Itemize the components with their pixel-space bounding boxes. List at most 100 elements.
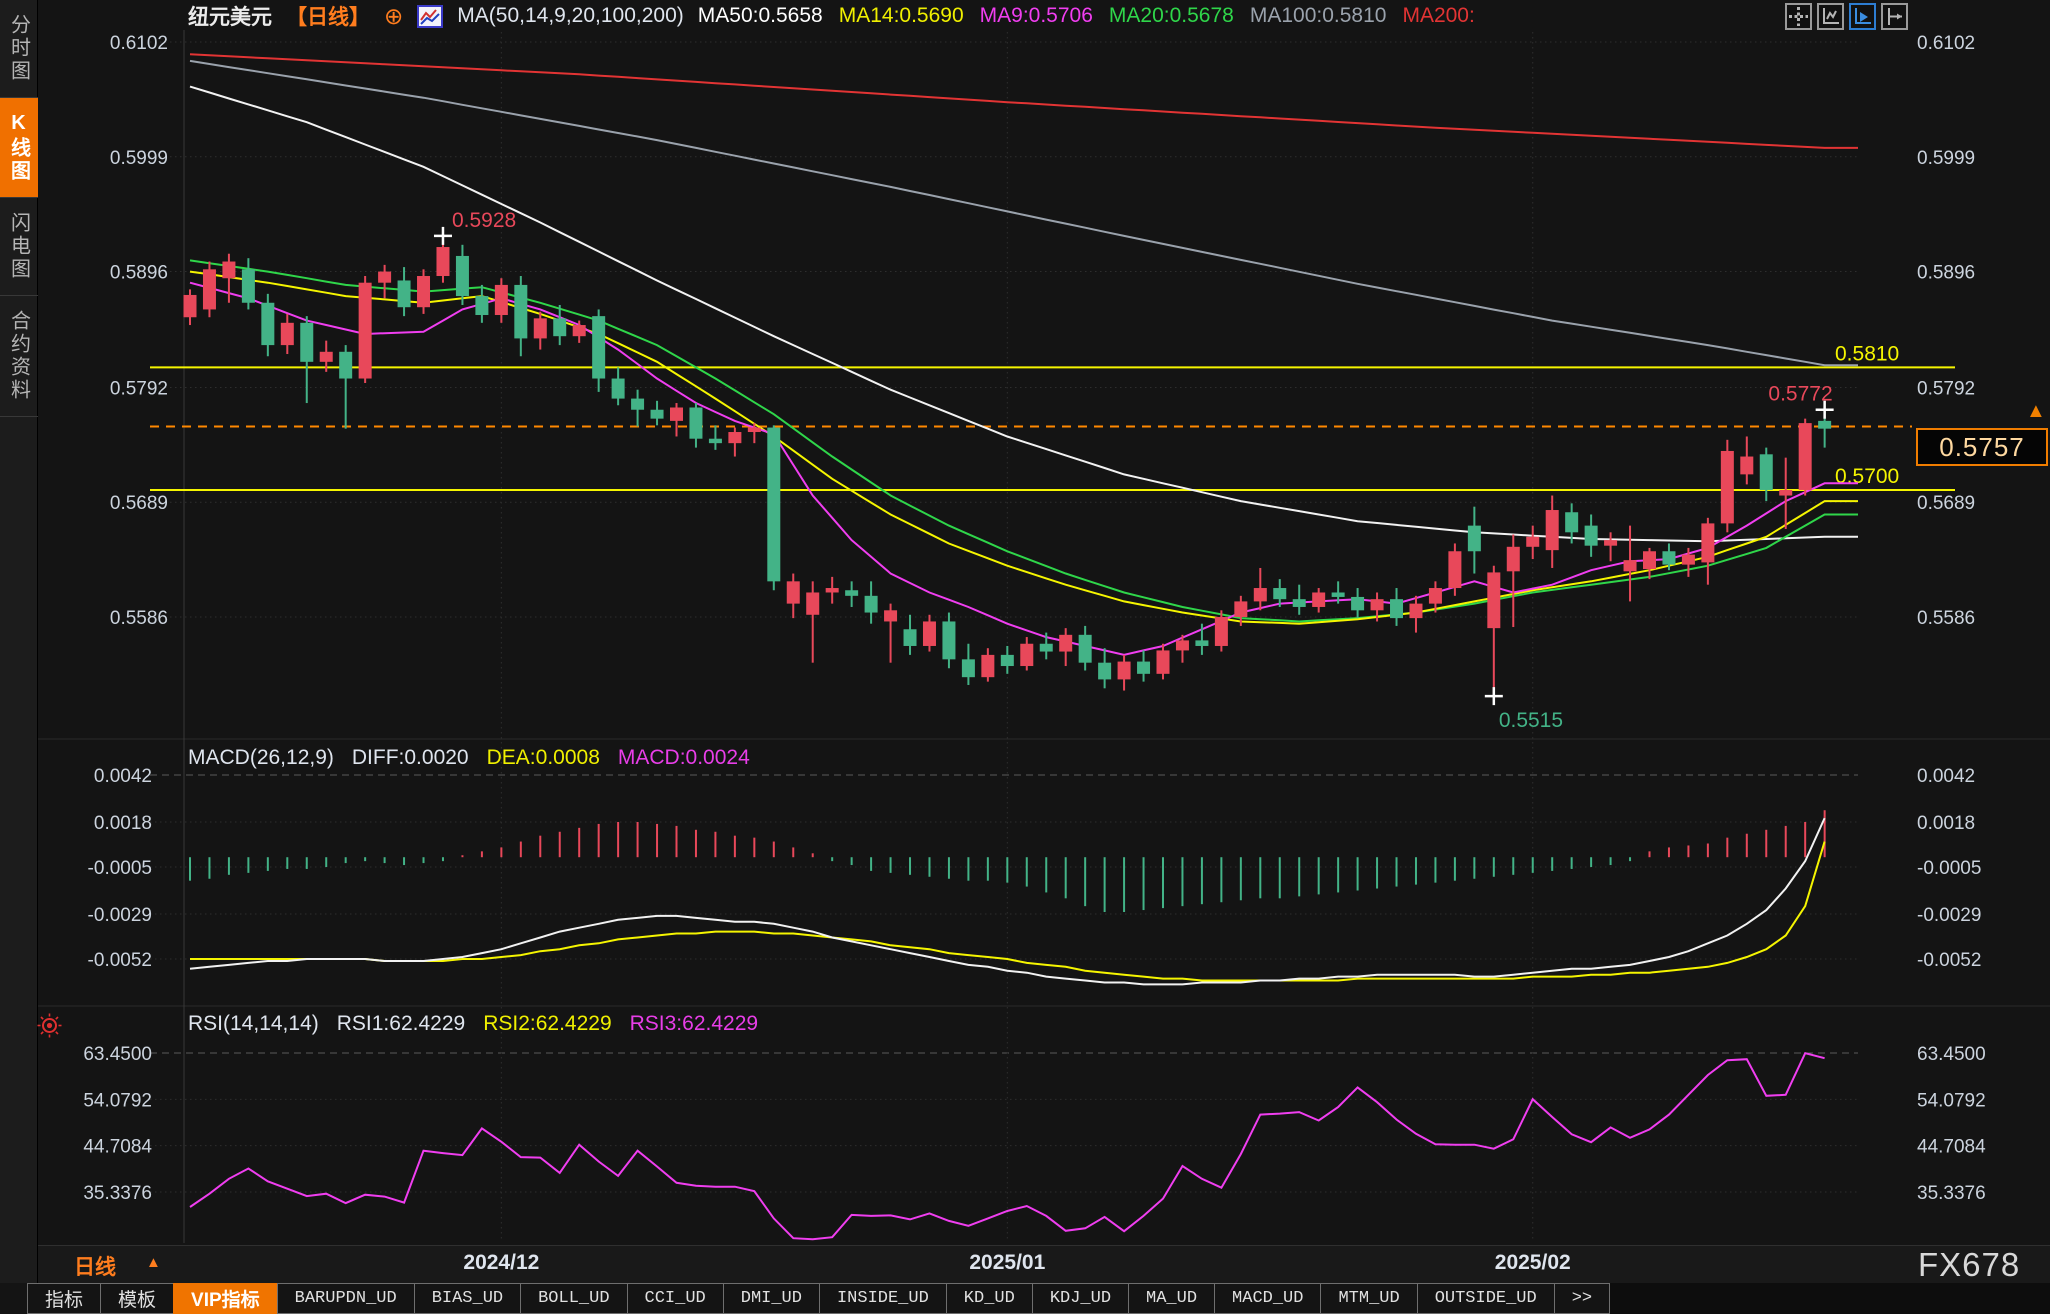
watermark: FX678 [1918, 1246, 2021, 1283]
date-tick-1: 2025/01 [969, 1251, 1046, 1274]
ma14-value: MA14:0.5690 [838, 4, 964, 27]
grid-layer [38, 30, 2050, 1243]
chart-canvas[interactable]: 0.6102 0.6102 0.5999 0.5999 0.5896 0.5896 0.57… [0, 0, 2050, 1245]
macd-diff-value: DIFF:0.0020 [351, 746, 469, 769]
svg-text:44.7084: 44.7084 [83, 1137, 152, 1158]
date-tick-2: 2025/02 [1494, 1251, 1571, 1274]
ma50-line [189, 85, 1858, 543]
rsi3-value: RSI3:62.4229 [629, 1012, 759, 1035]
rsi-layer [189, 1052, 1825, 1241]
indicator-tab-6[interactable]: CCI_UD [626, 1283, 724, 1314]
sidebar-item-1[interactable]: K线图 [0, 98, 38, 198]
chart-toolbar-icons [1785, 3, 1908, 30]
svg-text:0.5896: 0.5896 [110, 263, 168, 284]
indicator-tab-3[interactable]: BARUPDN_UD [276, 1283, 415, 1314]
svg-text:0.5928: 0.5928 [452, 209, 516, 232]
date-tick-0: 2024/12 [463, 1251, 540, 1274]
rsi-title: RSI(14,14,14) [188, 1012, 319, 1035]
axis-shift-icon[interactable] [1881, 3, 1908, 30]
svg-text:0.5896: 0.5896 [1917, 263, 1975, 284]
ma9-line [189, 281, 1858, 656]
indicator-tab-11[interactable]: MA_UD [1128, 1283, 1216, 1314]
macd-layer [189, 810, 1826, 986]
indicator-tab-14[interactable]: OUTSIDE_UD [1416, 1283, 1555, 1314]
ma200-line [189, 53, 1858, 149]
axis-labels: 0.6102 0.6102 0.5999 0.5999 0.5896 0.5896 0.57… [83, 33, 1986, 1204]
current-price-box: 0.5757 [1916, 428, 2048, 466]
macd-macd-value: MACD:0.0024 [617, 746, 750, 769]
svg-text:54.0792: 54.0792 [1917, 1090, 1986, 1111]
rsi1-value: RSI1:62.4229 [336, 1012, 466, 1035]
svg-text:35.3376: 35.3376 [1917, 1183, 1986, 1204]
indicator-tab-13[interactable]: MTM_UD [1320, 1283, 1418, 1314]
ma-settings-label: MA(50,14,9,20,100,200) [457, 4, 684, 27]
sidebar-item-0[interactable]: 分时图 [0, 0, 38, 98]
rsi-label-row: RSI(14,14,14) RSI1:62.4229 RSI2:62.4229 … [188, 1012, 758, 1036]
add-indicator-icon[interactable]: ⊕ [384, 2, 404, 29]
ma100-line [189, 59, 1858, 367]
markers-layer: 0.5928 0.5515 0.5772 [433, 209, 1834, 732]
svg-text:63.4500: 63.4500 [1917, 1044, 1986, 1065]
svg-text:0.5700: 0.5700 [1835, 465, 1899, 488]
timeframe-up-triangle-icon[interactable]: ▲ [146, 1254, 161, 1271]
indicator-tab-7[interactable]: DMI_UD [722, 1283, 820, 1314]
indicator-tab-8[interactable]: INSIDE_UD [818, 1283, 947, 1314]
ma9-value: MA9:0.5706 [979, 4, 1093, 27]
pan-crosshair-icon[interactable] [1785, 3, 1812, 30]
current-price-value: 0.5757 [1939, 431, 2025, 462]
svg-text:0.0018: 0.0018 [94, 813, 152, 834]
indicator-tab-10[interactable]: KDJ_UD [1031, 1283, 1130, 1314]
price-up-arrow-icon: ▲ [2026, 400, 2046, 422]
ma-lines-layer [189, 53, 1858, 656]
ma50-value: MA50:0.5658 [697, 4, 823, 27]
svg-text:0.5689: 0.5689 [1917, 493, 1975, 514]
svg-text:-0.0005: -0.0005 [88, 858, 152, 879]
svg-text:-0.0052: -0.0052 [1917, 950, 1981, 971]
candles-layer [183, 235, 1832, 697]
chart-header: 纽元美元 【日线】 ⊕ MA(50,14,9,20,100,200) MA50:… [188, 2, 1475, 30]
symbol-name: 纽元美元 [188, 6, 272, 29]
macd-title: MACD(26,12,9) [188, 746, 334, 769]
svg-text:54.0792: 54.0792 [83, 1090, 152, 1111]
svg-text:0.5792: 0.5792 [110, 378, 168, 399]
sidebar-item-2[interactable]: 闪电图 [0, 198, 38, 296]
svg-text:63.4500: 63.4500 [83, 1044, 152, 1065]
svg-text:0.5999: 0.5999 [110, 148, 168, 169]
svg-text:0.0042: 0.0042 [1917, 766, 1975, 787]
axis-zoom-icon[interactable] [1817, 3, 1844, 30]
svg-text:0.5810: 0.5810 [1835, 342, 1899, 365]
ma20-value: MA20:0.5678 [1108, 4, 1234, 27]
svg-text:-0.0005: -0.0005 [1917, 858, 1981, 879]
svg-text:0.5772: 0.5772 [1768, 383, 1832, 406]
indicator-tab-5[interactable]: BOLL_UD [520, 1283, 628, 1314]
indicator-tab-12[interactable]: MACD_UD [1214, 1283, 1322, 1314]
svg-text:0.5586: 0.5586 [110, 608, 168, 629]
svg-text:44.7084: 44.7084 [1917, 1137, 1986, 1158]
chart-type-icon[interactable] [417, 4, 444, 28]
indicator-tab-9[interactable]: KD_UD [945, 1283, 1033, 1314]
indicator-tab-1[interactable]: 模板 [100, 1283, 175, 1314]
svg-text:0.5792: 0.5792 [1917, 378, 1975, 399]
indicator-tab-15[interactable]: >> [1553, 1283, 1611, 1314]
svg-text:-0.0029: -0.0029 [1917, 905, 1981, 926]
ma-values: MA50:0.5658 MA14:0.5690 MA9:0.5706 MA20:0.5… [698, 4, 1475, 28]
ma100-value: MA100:0.5810 [1249, 4, 1387, 27]
timeframe-label[interactable]: 日线 [74, 1256, 116, 1279]
indicator-tab-2[interactable]: VIP指标 [173, 1283, 278, 1314]
svg-text:-0.0052: -0.0052 [88, 950, 152, 971]
period-tag[interactable]: 【日线】 [286, 6, 370, 29]
ma14-line [189, 270, 1858, 625]
sidebar-item-3[interactable]: 合约资料 [0, 296, 38, 417]
svg-text:0.5689: 0.5689 [110, 493, 168, 514]
rsi2-value: RSI2:62.4229 [483, 1012, 612, 1035]
svg-text:-0.0029: -0.0029 [88, 905, 152, 926]
svg-text:0.0042: 0.0042 [94, 766, 152, 787]
indicator-tab-4[interactable]: BIAS_UD [413, 1283, 522, 1314]
svg-text:0.5999: 0.5999 [1917, 148, 1975, 169]
axis-play-icon[interactable] [1849, 3, 1876, 30]
rsi-line [189, 1052, 1825, 1241]
indicator-toolbar: 指标 模板 VIP指标 BARUPDN_UD BIAS_UD BOLL_UD CCI_UD D… [27, 1283, 2050, 1314]
sidebar: 分时图 K线图 闪电图 合约资料 [0, 0, 38, 1283]
indicator-tab-0[interactable]: 指标 [27, 1283, 102, 1314]
